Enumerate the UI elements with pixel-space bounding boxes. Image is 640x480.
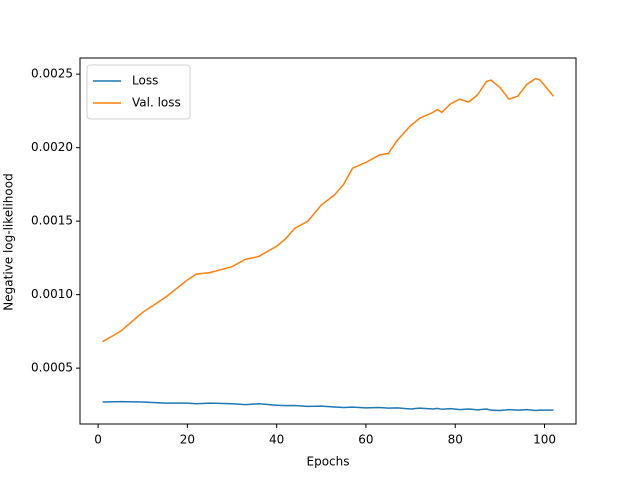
plot-frame bbox=[79, 57, 577, 425]
y-tick-label: 0.0015 bbox=[31, 214, 73, 228]
y-tick-label: 0.0020 bbox=[31, 140, 73, 154]
x-tick-label: 40 bbox=[269, 433, 284, 447]
y-tick-label: 0.0010 bbox=[31, 287, 73, 301]
y-tick-label: 0.0025 bbox=[31, 67, 73, 81]
y-tick-label: 0.0005 bbox=[31, 361, 73, 375]
y-axis-label: Negative log-likelihood bbox=[2, 173, 16, 310]
legend-label: Loss bbox=[132, 74, 158, 88]
x-tick-label: 20 bbox=[180, 433, 195, 447]
x-tick-label: 60 bbox=[358, 433, 373, 447]
x-tick-label: 0 bbox=[94, 433, 102, 447]
x-axis-label: Epochs bbox=[307, 455, 350, 469]
legend-label: Val. loss bbox=[132, 96, 181, 110]
x-tick-label: 80 bbox=[448, 433, 463, 447]
x-tick-label: 100 bbox=[533, 433, 556, 447]
line-series bbox=[102, 400, 554, 412]
line-series bbox=[102, 77, 555, 343]
legend-box bbox=[86, 64, 191, 120]
